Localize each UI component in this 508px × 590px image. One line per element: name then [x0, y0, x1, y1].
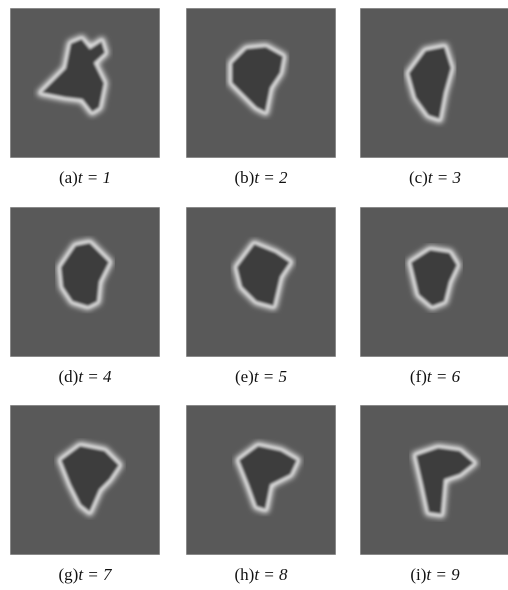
caption: (h)t = 8: [186, 565, 336, 585]
micrograph: [186, 405, 336, 555]
panel: (g)t = 7: [10, 405, 160, 585]
panel: (f)t = 6: [360, 207, 508, 387]
caption: (a)t = 1: [10, 168, 160, 188]
time-expr: t = 7: [78, 565, 111, 584]
caption: (i)t = 9: [360, 565, 508, 585]
panel-tag: (i): [410, 565, 426, 584]
panel-tag: (a): [59, 168, 78, 187]
panel: (a)t = 1: [10, 8, 160, 188]
micrograph: [360, 405, 508, 555]
micrograph: [186, 8, 336, 158]
panel-tag: (b): [234, 168, 254, 187]
micrograph: [186, 207, 336, 357]
panel: (c)t = 3: [360, 8, 508, 188]
panel: (h)t = 8: [186, 405, 336, 585]
panel: (i)t = 9: [360, 405, 508, 585]
caption: (b)t = 2: [186, 168, 336, 188]
panel: (e)t = 5: [186, 207, 336, 387]
panel: (b)t = 2: [186, 8, 336, 188]
time-expr: t = 1: [78, 168, 111, 187]
panel-tag: (e): [235, 367, 254, 386]
time-expr: t = 6: [427, 367, 460, 386]
micrograph: [10, 207, 160, 357]
time-expr: t = 8: [254, 565, 287, 584]
micrograph: [360, 8, 508, 158]
figure: (a)t = 1 (b)t = 2 (c)t = 3 (d)t = 4 (e)t…: [0, 0, 508, 590]
caption: (e)t = 5: [186, 367, 336, 387]
time-expr: t = 3: [428, 168, 461, 187]
panel-tag: (g): [58, 565, 78, 584]
micrograph: [10, 405, 160, 555]
panel-tag: (d): [58, 367, 78, 386]
panel-tag: (f): [410, 367, 427, 386]
time-expr: t = 5: [254, 367, 287, 386]
time-expr: t = 9: [426, 565, 459, 584]
panel-tag: (h): [234, 565, 254, 584]
time-expr: t = 4: [78, 367, 111, 386]
micrograph: [360, 207, 508, 357]
caption: (g)t = 7: [10, 565, 160, 585]
panel-tag: (c): [409, 168, 428, 187]
caption: (d)t = 4: [10, 367, 160, 387]
caption: (f)t = 6: [360, 367, 508, 387]
caption: (c)t = 3: [360, 168, 508, 188]
micrograph: [10, 8, 160, 158]
panel: (d)t = 4: [10, 207, 160, 387]
time-expr: t = 2: [254, 168, 287, 187]
